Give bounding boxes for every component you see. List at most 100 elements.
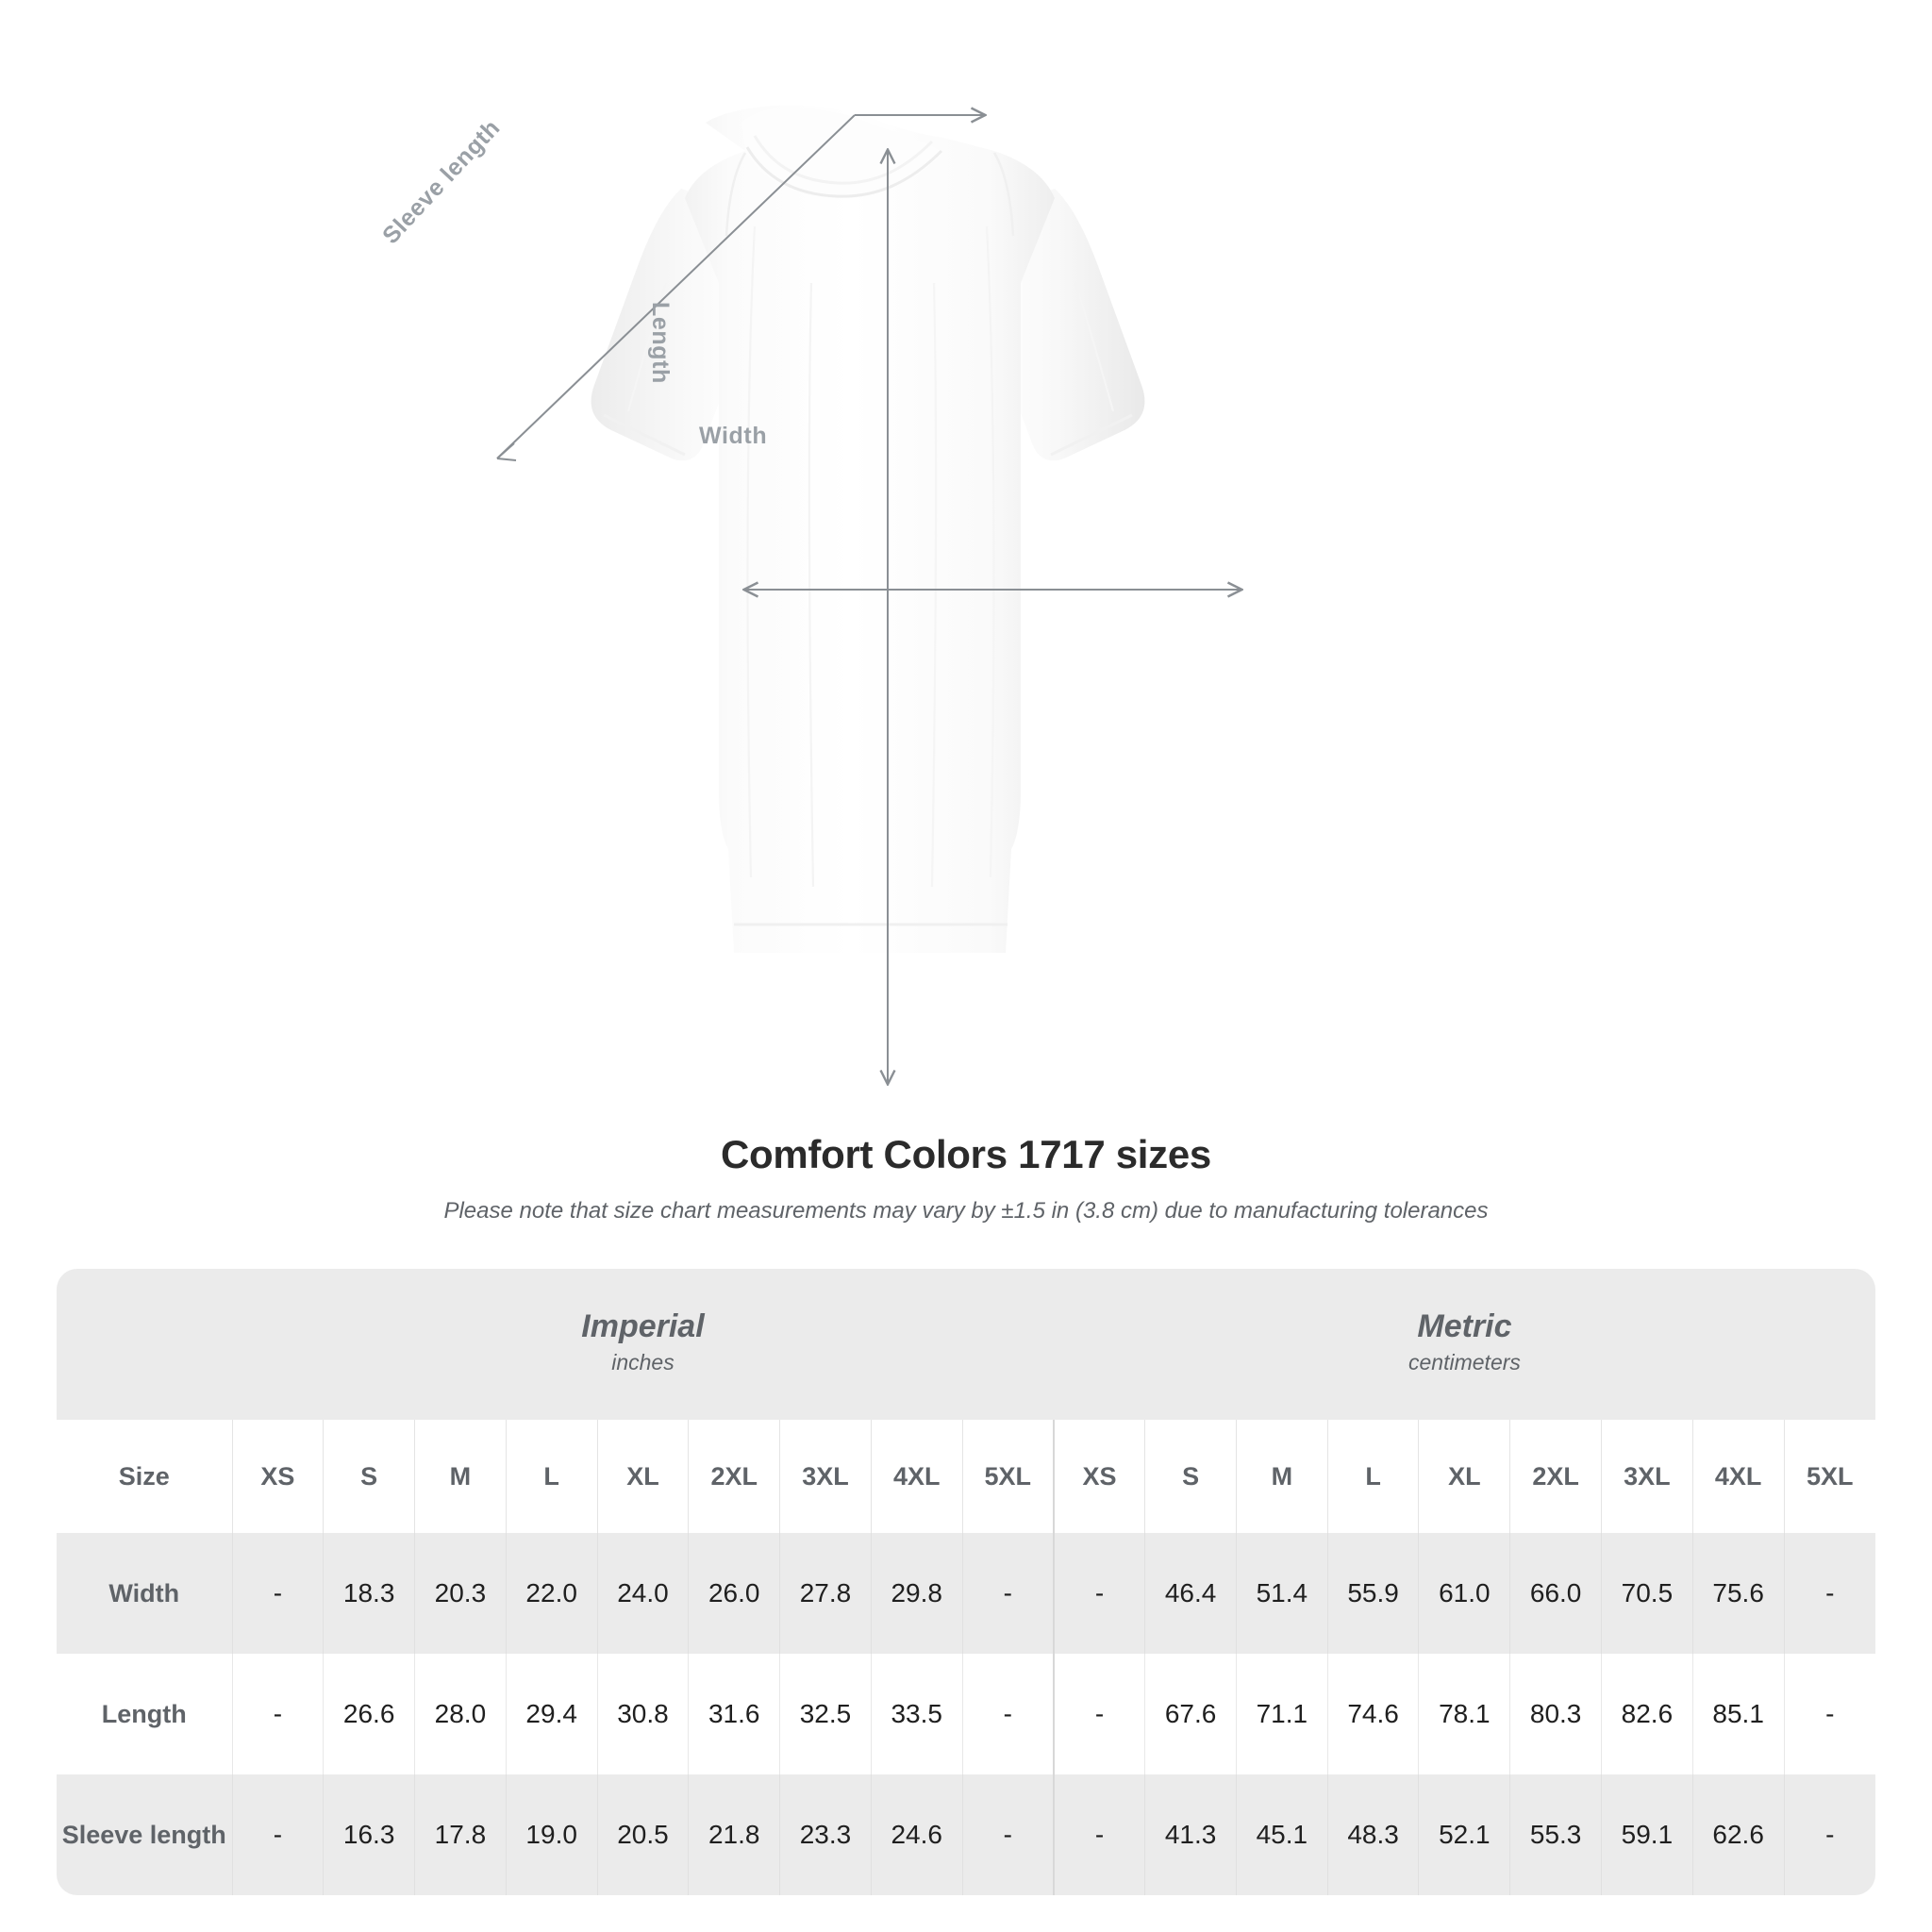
unit-header-name: Metric	[1417, 1308, 1512, 1345]
measurement-guides	[496, 114, 1241, 1083]
column-header-metric-m: M	[1235, 1420, 1328, 1533]
row-label-sleeve-length: Sleeve length	[57, 1774, 232, 1895]
page-title: Comfort Colors 1717 sizes	[720, 1132, 1211, 1176]
cell-metric-length-xl: 78.1	[1418, 1654, 1510, 1774]
cell-metric-sleeve-length-xl: 52.1	[1418, 1774, 1510, 1895]
length-label: Length	[647, 302, 674, 384]
column-header-imperial-m: M	[414, 1420, 507, 1533]
cell-imperial-length-2xl: 31.6	[688, 1654, 780, 1774]
column-header-metric-l: L	[1326, 1420, 1419, 1533]
unit-header-metric: Metric centimeters	[1053, 1269, 1875, 1420]
cell-imperial-width-5xl: -	[961, 1533, 1054, 1654]
unit-header-imperial: Imperial inches	[232, 1269, 1054, 1420]
cell-metric-length-m: 71.1	[1235, 1654, 1328, 1774]
table-unit-header-row: Imperial inches Metric centimeters	[57, 1269, 1875, 1420]
cell-imperial-width-4xl: 29.8	[870, 1533, 963, 1654]
cell-imperial-sleeve-length-4xl: 24.6	[870, 1774, 963, 1895]
tshirt-torso	[685, 105, 1055, 953]
cell-metric-width-5xl: -	[1783, 1533, 1875, 1654]
column-header-metric-4xl: 4XL	[1691, 1420, 1785, 1533]
cell-imperial-length-xs: -	[231, 1654, 324, 1774]
table-row: Sleeve length -16.3 17.8 19.0 20.5 21.8 23.3 24…	[57, 1774, 1875, 1895]
cell-imperial-sleeve-length-m: 17.8	[414, 1774, 507, 1895]
cell-metric-width-l: 55.9	[1326, 1533, 1419, 1654]
cell-imperial-sleeve-length-xl: 20.5	[596, 1774, 689, 1895]
cell-metric-length-s: 67.6	[1144, 1654, 1237, 1774]
sleeve-arrow-tail2	[496, 458, 517, 461]
cell-imperial-sleeve-length-3xl: 23.3	[779, 1774, 872, 1895]
cell-imperial-length-s: 26.6	[323, 1654, 415, 1774]
cell-imperial-length-m: 28.0	[414, 1654, 507, 1774]
column-header-imperial-2xl: 2XL	[688, 1420, 780, 1533]
tshirt-diagram: Sleeve length Length Width	[377, 105, 1932, 1113]
cell-metric-width-2xl: 66.0	[1509, 1533, 1602, 1654]
column-header-imperial-xs: XS	[231, 1420, 324, 1533]
column-header-imperial-s: S	[323, 1420, 415, 1533]
table-row: Length -26.6 28.0 29.4 30.8 31.6 32.5 33.5- -67.…	[57, 1654, 1875, 1774]
sleeve-arrow-tail	[496, 442, 515, 459]
width-label: Width	[699, 423, 768, 449]
cell-metric-length-l: 74.6	[1326, 1654, 1419, 1774]
unit-header-sub: inches	[611, 1350, 675, 1375]
column-header-metric-xs: XS	[1052, 1420, 1145, 1533]
cell-metric-sleeve-length-xs: -	[1052, 1774, 1145, 1895]
column-header-metric-3xl: 3XL	[1601, 1420, 1693, 1533]
cell-metric-sleeve-length-m: 45.1	[1235, 1774, 1328, 1895]
column-header-metric-s: S	[1144, 1420, 1237, 1533]
column-header-size: Size	[57, 1420, 232, 1533]
row-label-length: Length	[57, 1654, 232, 1774]
cell-metric-width-4xl: 75.6	[1691, 1533, 1785, 1654]
cell-metric-length-xs: -	[1052, 1654, 1145, 1774]
cell-metric-sleeve-length-4xl: 62.6	[1691, 1774, 1785, 1895]
cell-metric-sleeve-length-s: 41.3	[1144, 1774, 1237, 1895]
cell-imperial-length-xl: 30.8	[596, 1654, 689, 1774]
column-header-metric-2xl: 2XL	[1509, 1420, 1602, 1533]
cell-imperial-sleeve-length-xs: -	[231, 1774, 324, 1895]
table-row: Width -18.3 20.3 22.0 24.0 26.0 27.8 29.8- -46.4…	[57, 1533, 1875, 1654]
unit-header-sub: centimeters	[1408, 1350, 1521, 1375]
unit-header-name: Imperial	[581, 1308, 705, 1345]
cell-metric-length-3xl: 82.6	[1601, 1654, 1693, 1774]
size-chart-table-wrapper: Imperial inches Metric centimeters Size XS S M L…	[57, 1269, 1875, 1895]
cell-metric-width-3xl: 70.5	[1601, 1533, 1693, 1654]
cell-imperial-sleeve-length-l: 19.0	[505, 1774, 598, 1895]
cell-imperial-length-l: 29.4	[505, 1654, 598, 1774]
table-corner-blank	[57, 1269, 232, 1420]
cell-imperial-sleeve-length-s: 16.3	[323, 1774, 415, 1895]
cell-metric-sleeve-length-3xl: 59.1	[1601, 1774, 1693, 1895]
column-header-metric-xl: XL	[1418, 1420, 1510, 1533]
cell-imperial-width-xs: -	[231, 1533, 324, 1654]
cell-imperial-width-2xl: 26.0	[688, 1533, 780, 1654]
cell-metric-length-2xl: 80.3	[1509, 1654, 1602, 1774]
cell-metric-width-s: 46.4	[1144, 1533, 1237, 1654]
column-header-imperial-4xl: 4XL	[870, 1420, 963, 1533]
cell-imperial-width-m: 20.3	[414, 1533, 507, 1654]
cell-metric-sleeve-length-5xl: -	[1783, 1774, 1875, 1895]
row-label-width: Width	[57, 1533, 232, 1654]
cell-metric-length-4xl: 85.1	[1691, 1654, 1785, 1774]
column-header-imperial-5xl: 5XL	[961, 1420, 1054, 1533]
cell-imperial-length-5xl: -	[961, 1654, 1054, 1774]
column-header-imperial-3xl: 3XL	[779, 1420, 872, 1533]
cell-imperial-width-l: 22.0	[505, 1533, 598, 1654]
table-size-header-row: Size XS S M L XL 2XL 3XL 4XL 5XL XS S M L XL 2XL 3XL 4XL 5…	[57, 1420, 1875, 1533]
cell-imperial-length-3xl: 32.5	[779, 1654, 872, 1774]
cell-imperial-sleeve-length-5xl: -	[961, 1774, 1054, 1895]
cell-metric-length-5xl: -	[1783, 1654, 1875, 1774]
cell-imperial-width-s: 18.3	[323, 1533, 415, 1654]
cell-metric-width-xs: -	[1052, 1533, 1145, 1654]
cell-metric-sleeve-length-2xl: 55.3	[1509, 1774, 1602, 1895]
column-header-imperial-xl: XL	[596, 1420, 689, 1533]
size-chart-table: Imperial inches Metric centimeters Size XS S M L…	[57, 1269, 1875, 1895]
cell-imperial-sleeve-length-2xl: 21.8	[688, 1774, 780, 1895]
cell-metric-sleeve-length-l: 48.3	[1326, 1774, 1419, 1895]
cell-imperial-width-3xl: 27.8	[779, 1533, 872, 1654]
cell-metric-width-xl: 61.0	[1418, 1533, 1510, 1654]
column-header-imperial-l: L	[505, 1420, 598, 1533]
sleeve-diagonal	[496, 114, 856, 459]
cell-metric-width-m: 51.4	[1235, 1533, 1328, 1654]
column-header-metric-5xl: 5XL	[1783, 1420, 1875, 1533]
page-subtitle: Please note that size chart measurements…	[443, 1198, 1489, 1224]
cell-imperial-width-xl: 24.0	[596, 1533, 689, 1654]
title-block: Comfort Colors 1717 sizes Please note th…	[0, 1132, 1932, 1224]
